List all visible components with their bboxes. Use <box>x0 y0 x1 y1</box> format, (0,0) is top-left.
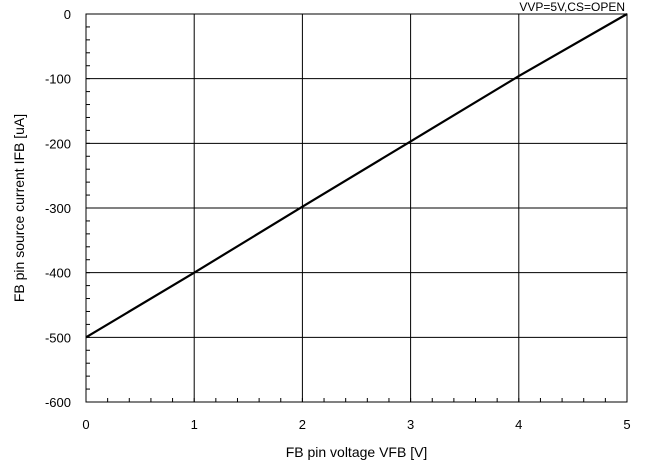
x-tick-label: 3 <box>407 417 414 432</box>
series-line <box>85 13 628 339</box>
y-tick-label: -400 <box>45 266 71 281</box>
plot-frame <box>85 13 628 403</box>
series-layer <box>85 13 628 339</box>
minor-ticks <box>85 13 628 403</box>
y-tick-label: -600 <box>45 395 71 410</box>
y-tick-label: -500 <box>45 330 71 345</box>
x-tick-label: 5 <box>623 417 630 432</box>
y-tick-label: -300 <box>45 201 71 216</box>
grid <box>86 14 627 402</box>
x-axis-label: FB pin voltage VFB [V] <box>286 444 428 460</box>
y-tick-label: -100 <box>45 72 71 87</box>
y-tick-label: 0 <box>64 7 71 22</box>
x-tick-label: 0 <box>82 417 89 432</box>
y-tick-labels: 0 -100 -200 -300 -400 -500 -600 <box>45 7 71 410</box>
x-tick-label: 4 <box>515 417 522 432</box>
condition-label: VVP=5V,CS=OPEN <box>519 0 625 14</box>
y-tick-label: -200 <box>45 136 71 151</box>
x-tick-label: 1 <box>191 417 198 432</box>
x-tick-labels: 0 1 2 3 4 5 <box>82 417 630 432</box>
x-tick-label: 2 <box>299 417 306 432</box>
y-axis-label: FB pin source current IFB [uA] <box>11 114 27 302</box>
